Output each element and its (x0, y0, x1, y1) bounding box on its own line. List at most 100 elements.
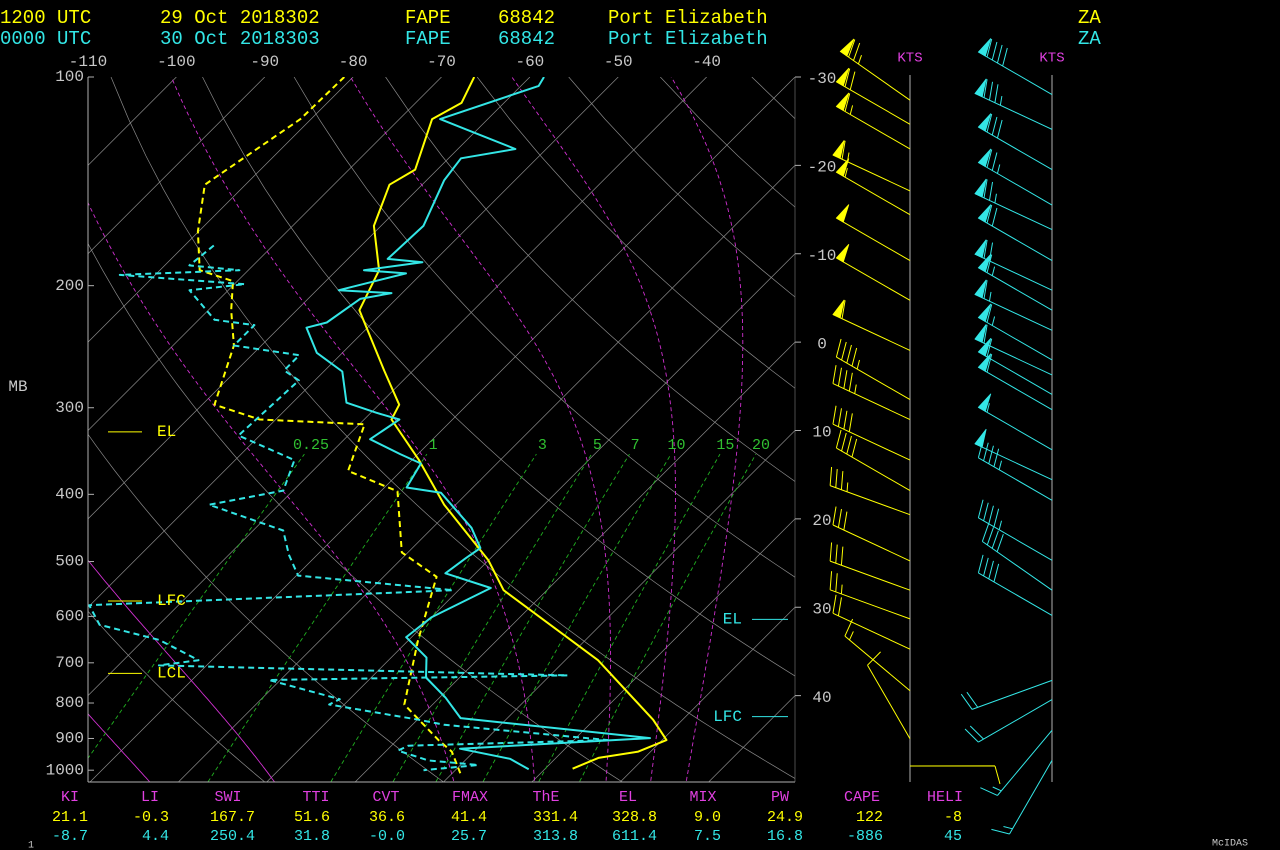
index-value: 4.4 (142, 828, 169, 845)
barb-staff (991, 760, 1053, 835)
header-time: 1200 UTC (0, 7, 91, 29)
barb-staff (978, 304, 1053, 361)
index-label: LI (141, 789, 159, 806)
barb-staff (960, 679, 1053, 710)
barb-staff (978, 113, 1053, 171)
barb-staff (832, 506, 911, 562)
index-label: CAPE (844, 789, 880, 806)
header-country: ZA (1078, 7, 1101, 29)
index-label: ThE (532, 789, 559, 806)
parcel-level-label: LFC (713, 708, 742, 726)
wind-barb (832, 365, 911, 420)
wind-barb (980, 730, 1053, 796)
header-name: Port Elizabeth (608, 28, 768, 50)
barb-flag (977, 338, 992, 357)
barb-staff (832, 594, 911, 650)
index-label: EL (619, 789, 637, 806)
wind-barb (964, 699, 1053, 743)
wind-barb (977, 253, 1053, 311)
index-value: 9.0 (694, 809, 721, 826)
index-value: 331.4 (533, 809, 578, 826)
index-value: 16.8 (767, 828, 803, 845)
y-tick-label: 200 (55, 277, 84, 295)
wind-barb (835, 158, 911, 216)
wind-barb (829, 571, 911, 620)
barb-staff (836, 257, 911, 301)
mixing-ratio-line (392, 453, 592, 782)
wind-unit: KTS (1039, 51, 1064, 67)
barb-staff (981, 523, 1053, 591)
index-label: SWI (214, 789, 241, 806)
barb-staff (836, 93, 911, 150)
barb-staff (829, 542, 911, 591)
barb-flag (977, 38, 992, 57)
barb-staff (909, 765, 1001, 785)
index-label: MIX (689, 789, 716, 806)
barb-flag (974, 239, 987, 259)
barb-staff (832, 405, 911, 461)
index-value: 21.1 (52, 809, 88, 826)
dry-adiabat (88, 610, 266, 782)
index-label: PW (771, 789, 789, 806)
header-country: ZA (1078, 28, 1101, 50)
dry-adiabat (88, 242, 623, 782)
mixing-ratio-line (538, 453, 721, 782)
y-tick-label: 700 (55, 654, 84, 672)
wind-barb (974, 178, 1053, 231)
barb-staff (974, 179, 1053, 231)
index-value: 41.4 (451, 809, 487, 826)
barb-flag (977, 353, 992, 372)
wind-barb (832, 506, 911, 562)
index-value: 31.8 (294, 828, 330, 845)
isotherm-label: -20 (808, 159, 837, 177)
index-value: 328.8 (612, 809, 657, 826)
index-label: TTI (302, 789, 329, 806)
parcel-level-label: LFC (157, 592, 186, 610)
mixing-ratio-label: 20 (752, 437, 770, 454)
barb-staff (978, 354, 1053, 411)
temperature-trace (305, 77, 651, 771)
y-tick-label: 100 (55, 68, 84, 86)
barb-flag (835, 92, 850, 112)
isotherm (266, 253, 795, 782)
barb-staff (974, 79, 1053, 130)
x-tick-label: -60 (515, 53, 544, 71)
barb-flag (835, 67, 850, 87)
barb-staff (978, 204, 1053, 262)
x-tick-label: -80 (339, 53, 368, 71)
isotherm-label: 0 (817, 335, 827, 353)
dry-adiabat (110, 77, 795, 779)
x-tick-label: -90 (250, 53, 279, 71)
y-tick-label: 400 (55, 486, 84, 504)
header-station: FAPE (405, 28, 451, 50)
barb-staff (978, 149, 1053, 206)
isotherm (354, 341, 795, 782)
barb-staff (836, 217, 911, 262)
barb-flag (977, 148, 992, 168)
index-label: CVT (372, 789, 399, 806)
moist-adiabat (170, 77, 536, 782)
barb-flag (977, 253, 992, 273)
parcel-level-label: EL (157, 423, 176, 441)
barb-staff (978, 403, 1053, 451)
mixing-ratio-line (330, 453, 537, 782)
isotherm (89, 77, 795, 782)
isotherm (178, 164, 795, 782)
wind-barb (977, 353, 1053, 411)
index-value: 250.4 (210, 828, 255, 845)
x-tick-label: -40 (692, 53, 721, 71)
mixing-ratio-line (88, 453, 305, 759)
mixing-ratio-label: 7 (631, 437, 640, 454)
dry-adiabat (476, 77, 795, 389)
wind-barb (835, 429, 911, 491)
frame-number: 1 (28, 841, 34, 850)
logo: McIDAS (1212, 839, 1248, 850)
moist-adiabat (670, 77, 744, 782)
moist-adiabat (88, 201, 455, 782)
barb-flag (839, 38, 855, 57)
wind-barb (977, 439, 1053, 501)
wind-barb (835, 67, 911, 125)
index-value: 167.7 (210, 809, 255, 826)
isotherm (88, 77, 265, 255)
wind-barb (974, 428, 1053, 481)
